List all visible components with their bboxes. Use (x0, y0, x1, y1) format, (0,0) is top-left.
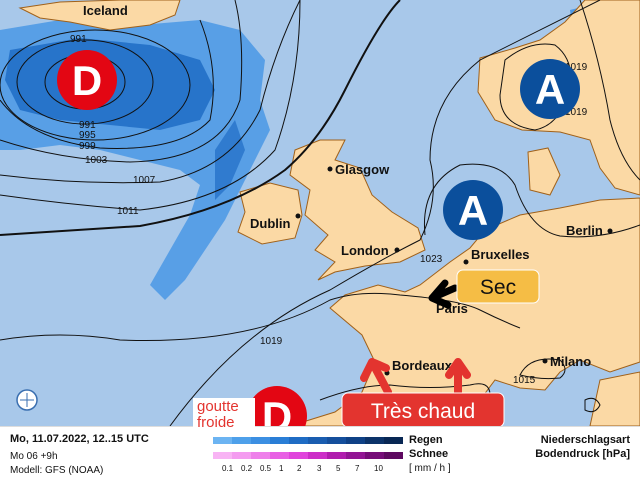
scale-swatch (232, 452, 251, 459)
isobar-label: 1019 (260, 336, 283, 347)
low-pressure-iceland: D (57, 50, 117, 110)
scale-tick: 5 (336, 464, 341, 473)
scale-tick: 2 (297, 464, 302, 473)
city-labels: Iceland Glasgow Dublin London Bruxelles … (83, 3, 613, 376)
globe-icon[interactable] (16, 389, 38, 411)
weather-map: 991 991 995 999 1003 1007 1011 1019 1019… (0, 0, 640, 426)
snow-color-scale (213, 452, 403, 459)
scale-swatch (308, 437, 327, 444)
arrow-up-icon (445, 358, 471, 396)
svg-text:A: A (535, 66, 565, 113)
scale-swatch (251, 452, 270, 459)
isobar-label: 1007 (133, 175, 156, 186)
isobar-label: 999 (79, 141, 96, 152)
scale-swatch (327, 437, 346, 444)
goutte-froide-label: goutte froide (193, 398, 255, 431)
scale-tick: 0.1 (222, 464, 234, 473)
svg-text:D: D (72, 57, 102, 104)
scale-tick: 0.2 (241, 464, 253, 473)
scale-swatch (384, 452, 403, 459)
scale-swatch (327, 452, 346, 459)
model-name: Modell: GFS (NOAA) (10, 465, 104, 476)
isobar-label: 1003 (85, 155, 108, 166)
scale-swatch (251, 437, 270, 444)
isobar-label: 1015 (513, 375, 536, 386)
city-bruxelles: Bruxelles (471, 247, 530, 262)
scale-tick: 10 (374, 464, 383, 473)
high-pressure-scandinavia: A (520, 59, 580, 119)
scale-tick: 1 (279, 464, 284, 473)
scale-tick: 0.5 (260, 464, 272, 473)
svg-text:A: A (458, 187, 488, 234)
isobar-labels: 991 991 995 999 1003 1007 1011 1019 1019… (70, 34, 588, 386)
scale-swatch (365, 437, 384, 444)
snow-label: Schnee (409, 448, 449, 460)
scale-tick: 3 (317, 464, 322, 473)
sec-annotation: Sec (428, 269, 540, 309)
scale-swatch (289, 437, 308, 444)
scale-tick: 7 (355, 464, 360, 473)
scale-swatch (270, 452, 289, 459)
arrow-left-icon (428, 279, 459, 309)
city-milano: Milano (550, 354, 591, 369)
isobar-label: 1019 (565, 62, 588, 73)
isobar-label: 991 (70, 34, 87, 45)
city-iceland: Iceland (83, 3, 128, 18)
legend-title-type: Niederschlagsart (540, 434, 630, 446)
forecast-date: Mo, 11.07.2022, 12..15 UTC (10, 433, 149, 445)
city-london: London (341, 243, 389, 258)
svg-text:Très chaud: Très chaud (371, 400, 475, 423)
isobar-label: 1023 (420, 254, 443, 265)
scale-swatch (365, 452, 384, 459)
city-glasgow: Glasgow (335, 162, 390, 177)
high-pressure-northsea: A (443, 180, 503, 240)
svg-text:D: D (262, 393, 292, 426)
scale-swatch (346, 437, 365, 444)
scale-swatch (346, 452, 365, 459)
rain-color-scale (213, 437, 403, 444)
tres-chaud-annotation: Très chaud (341, 358, 505, 426)
scale-swatch (384, 437, 403, 444)
rain-label: Regen (409, 434, 443, 446)
city-dublin: Dublin (250, 216, 290, 231)
unit-label: [ mm / h ] (409, 463, 451, 474)
arrow-up-icon (360, 358, 392, 396)
scale-swatch (232, 437, 251, 444)
forecast-run: Mo 06 +9h (10, 451, 58, 462)
scale-swatch (289, 452, 308, 459)
isobar-label: 995 (79, 130, 96, 141)
isobar-label: 1011 (117, 206, 139, 217)
svg-text:Sec: Sec (480, 276, 516, 299)
scale-swatch (213, 452, 232, 459)
scale-swatch (270, 437, 289, 444)
scale-swatch (213, 437, 232, 444)
city-berlin: Berlin (566, 223, 603, 238)
legend-panel: Mo, 11.07.2022, 12..15 UTC Mo 06 +9h Mod… (0, 426, 640, 479)
legend-title-pressure: Bodendruck [hPa] (535, 448, 630, 460)
isobar-label: 1019 (565, 107, 588, 118)
scale-swatch (308, 452, 327, 459)
city-bordeaux: Bordeaux (392, 358, 453, 373)
isobar-label: 991 (79, 120, 96, 131)
goutte-froide-low: D (247, 386, 307, 426)
